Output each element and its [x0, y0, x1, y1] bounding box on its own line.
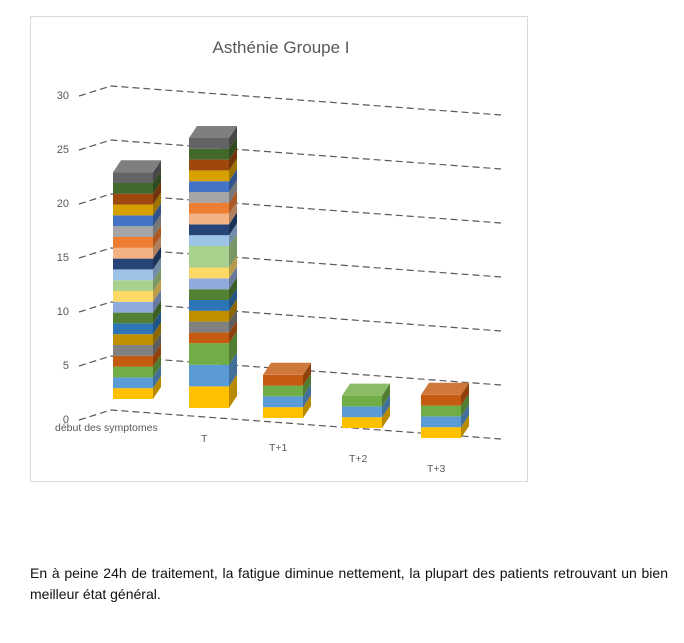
bar-segment	[113, 333, 161, 356]
bar-segment	[113, 268, 161, 291]
bar-segment	[113, 354, 161, 378]
chart-title: Asthénie Groupe I	[212, 38, 349, 57]
x-tick-label: T	[201, 433, 208, 445]
y-tick-label: 20	[57, 198, 69, 210]
bar-segment	[113, 181, 161, 205]
bar-segment	[189, 374, 237, 408]
bar-segment	[113, 311, 161, 335]
bar-column	[421, 382, 469, 438]
bar-segment	[113, 279, 161, 302]
x-tick-label: T+3	[427, 463, 446, 475]
bar-segment	[263, 362, 311, 386]
x-tick-label: début des symptomes	[55, 422, 158, 434]
bar-segment	[189, 223, 237, 246]
bar-segment	[113, 225, 161, 248]
y-tick-label: 10	[57, 306, 69, 318]
bar-segment	[421, 404, 469, 428]
bar-segment	[189, 169, 237, 192]
bar-segment	[113, 246, 161, 270]
bar-segment	[189, 352, 237, 387]
bar-segment	[189, 126, 237, 149]
bar-column	[113, 160, 161, 399]
bar-segment	[113, 160, 161, 183]
y-tick-label: 5	[63, 360, 69, 372]
bar-segment	[342, 405, 390, 428]
bar-segment	[421, 415, 469, 438]
x-tick-label: T+1	[269, 442, 288, 454]
bar-segment	[113, 214, 161, 237]
bar-segment	[113, 300, 161, 324]
bar-segment	[189, 190, 237, 214]
bar-segment	[189, 234, 237, 268]
bar-segment	[113, 257, 161, 281]
bar-segment	[113, 171, 161, 194]
bar-segment	[263, 384, 311, 408]
bar-segment	[189, 320, 237, 344]
bar-top-face	[421, 382, 469, 395]
gridline	[78, 409, 502, 440]
bar-segment	[189, 277, 237, 300]
bar-segment	[263, 395, 311, 418]
bar-segment	[189, 212, 237, 236]
bar-segment	[189, 255, 237, 279]
bar-segment	[189, 309, 237, 333]
bar-column	[263, 362, 311, 418]
y-tick-label: 30	[57, 90, 69, 102]
y-tick-label: 0	[63, 414, 69, 426]
bar-column	[342, 383, 390, 428]
bar-top-face	[342, 383, 390, 396]
bar-top-face	[113, 160, 161, 173]
bar-segment	[189, 136, 237, 160]
bar-segment	[189, 298, 237, 322]
bar-segment	[113, 289, 161, 313]
bar-segment	[113, 376, 161, 399]
bar-segment	[189, 201, 237, 225]
gridline	[78, 85, 502, 116]
bar-segment	[342, 394, 390, 418]
bar-segment	[113, 192, 161, 216]
bar-segment	[113, 365, 161, 389]
bar-segment	[189, 180, 237, 203]
bar-segment	[189, 147, 237, 171]
y-tick-label: 25	[57, 144, 69, 156]
bar-segment	[113, 343, 161, 367]
y-tick-label: 15	[57, 252, 69, 264]
caption-paragraph: En à peine 24h de traitement, la fatigue…	[30, 565, 668, 602]
bar-segment	[113, 322, 161, 345]
bar-top-face	[189, 126, 237, 138]
gridline	[78, 301, 502, 332]
gridline	[78, 247, 502, 278]
chart-container: Asthénie Groupe I 0 5 10 15 20 25 30 début des…	[30, 16, 528, 482]
bar-segment	[342, 383, 390, 407]
bar-segment	[189, 266, 237, 290]
bar-top-face	[263, 362, 311, 375]
bar-segment	[113, 203, 161, 227]
bar-segment	[113, 235, 161, 259]
bar-segment	[189, 288, 237, 311]
x-tick-label: T+2	[349, 453, 368, 465]
bar-segment	[189, 331, 237, 365]
stacked-3d-bar-chart: Asthénie Groupe I 0 5 10 15 20 25 30 début des…	[55, 38, 502, 475]
gridline	[78, 355, 502, 386]
bar-segment	[421, 382, 469, 406]
bar-column	[189, 126, 237, 408]
gridline	[78, 139, 502, 170]
gridline	[78, 193, 502, 224]
bar-segment	[263, 373, 311, 397]
bar-segment	[421, 393, 469, 417]
bar-segment	[189, 158, 237, 182]
